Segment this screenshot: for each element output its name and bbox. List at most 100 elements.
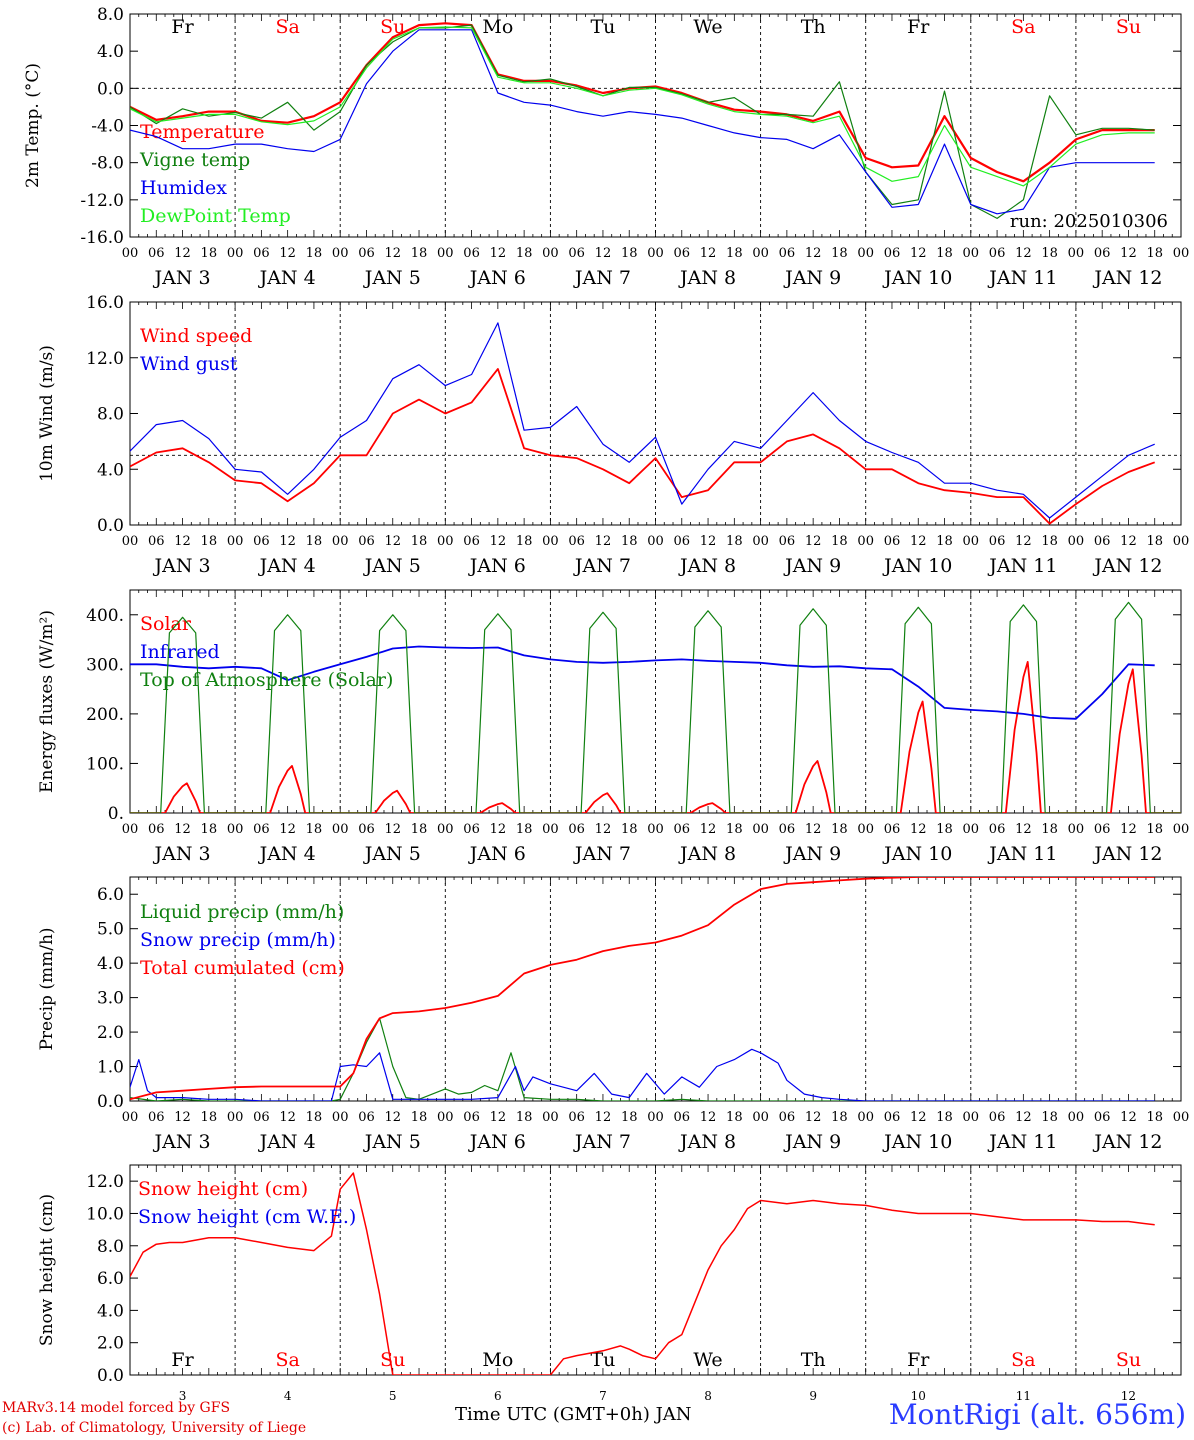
hour-label: 18 — [516, 822, 533, 837]
hour-label: 06 — [1094, 1110, 1111, 1125]
hour-label: 06 — [674, 246, 691, 261]
y-tick-label: 3.0 — [97, 989, 124, 1009]
y-tick-label: 200. — [86, 705, 124, 725]
hour-label: 00 — [1173, 1110, 1190, 1125]
hour-label: 06 — [568, 534, 585, 549]
y-tick-label: 2.0 — [97, 1334, 124, 1354]
hour-label: 12 — [279, 246, 296, 261]
hour-label: 12 — [1120, 534, 1137, 549]
hour-label: 06 — [358, 1110, 375, 1125]
hour-label: 00 — [437, 822, 454, 837]
hour-label: 06 — [148, 1110, 165, 1125]
hour-label: 06 — [779, 534, 796, 549]
date-label: JAN 3 — [153, 1131, 211, 1153]
run-label: run: 2025010306 — [1010, 211, 1168, 232]
hour-label: 00 — [332, 246, 349, 261]
date-label: JAN 11 — [987, 843, 1057, 865]
hour-label: 12 — [805, 1110, 822, 1125]
hour-label: 00 — [1068, 246, 1085, 261]
hour-label: 06 — [674, 534, 691, 549]
hour-label: 18 — [936, 246, 953, 261]
hour-label: 06 — [884, 534, 901, 549]
hour-label: 06 — [674, 822, 691, 837]
hour-label: 00 — [542, 822, 559, 837]
hour-label: 00 — [437, 534, 454, 549]
hour-label: 18 — [1041, 1110, 1058, 1125]
hour-label: 00 — [647, 1110, 664, 1125]
hour-label: 18 — [411, 1110, 428, 1125]
date-label: JAN 6 — [468, 267, 526, 289]
hour-label: 06 — [568, 246, 585, 261]
y-tick-label: 4.0 — [97, 42, 124, 62]
legend-entry: Snow precip (mm/h) — [140, 929, 336, 951]
y-tick-label: 4.0 — [97, 460, 124, 480]
y-tick-label: 6.0 — [97, 885, 124, 905]
hour-label: 00 — [122, 246, 139, 261]
legend-entry: Snow height (cm) — [138, 1178, 308, 1200]
day-number-label: 6 — [494, 1389, 502, 1403]
hour-label: 12 — [1015, 534, 1032, 549]
y-tick-label: 8.0 — [97, 5, 124, 25]
day-name-label: Sa — [1011, 16, 1035, 38]
hour-label: 18 — [1146, 1110, 1163, 1125]
hour-label: 18 — [936, 534, 953, 549]
hour-label: 18 — [1041, 534, 1058, 549]
hour-label: 00 — [963, 1110, 980, 1125]
y-tick-label: 16.0 — [86, 293, 124, 313]
y-axis-label: 10m Wind (m/s) — [37, 345, 57, 482]
hour-label: 06 — [253, 246, 270, 261]
y-tick-label: 6.0 — [97, 1269, 124, 1289]
hour-label: 12 — [279, 534, 296, 549]
hour-label: 06 — [358, 534, 375, 549]
hour-label: 12 — [700, 1110, 717, 1125]
hour-label: 18 — [201, 822, 218, 837]
date-label: JAN 3 — [153, 267, 211, 289]
legend-entry: Solar — [140, 613, 192, 635]
y-tick-label: 5.0 — [97, 920, 124, 940]
hour-label: 06 — [989, 534, 1006, 549]
hour-label: 12 — [1015, 822, 1032, 837]
y-tick-label: 8.0 — [97, 405, 124, 425]
date-label: JAN 10 — [882, 267, 952, 289]
hour-label: 06 — [463, 1110, 480, 1125]
date-label: JAN 4 — [258, 1131, 316, 1153]
hour-label: 18 — [831, 246, 848, 261]
y-tick-label: -8.0 — [91, 154, 124, 174]
panel-frame — [129, 13, 1182, 238]
hour-label: 12 — [384, 534, 401, 549]
hour-label: 12 — [1120, 246, 1137, 261]
hour-label: 00 — [332, 822, 349, 837]
day-name-label: Fr — [907, 16, 930, 38]
y-tick-label: 12.0 — [86, 349, 124, 369]
hour-label: 00 — [647, 822, 664, 837]
hour-label: 12 — [490, 1110, 507, 1125]
hour-label: 06 — [884, 246, 901, 261]
day-name-label: Su — [380, 1349, 405, 1371]
y-tick-label: 300. — [86, 655, 124, 675]
series-line-total-cumulated-cm- — [130, 877, 1155, 1101]
hour-label: 18 — [621, 1110, 638, 1125]
hour-label: 06 — [568, 1110, 585, 1125]
hour-label: 06 — [1094, 534, 1111, 549]
date-label: JAN 5 — [363, 555, 421, 577]
date-label: JAN 8 — [678, 267, 736, 289]
hour-label: 00 — [1068, 822, 1085, 837]
day-number-label: 9 — [809, 1389, 817, 1403]
hour-label: 18 — [726, 246, 743, 261]
hour-label: 18 — [411, 246, 428, 261]
date-label: JAN 3 — [153, 843, 211, 865]
hour-label: 06 — [674, 1110, 691, 1125]
hour-label: 00 — [437, 1110, 454, 1125]
date-label: JAN 12 — [1092, 843, 1162, 865]
series-line-vigne-temp — [130, 24, 1155, 219]
hour-label: 18 — [306, 534, 323, 549]
hour-label: 18 — [1041, 822, 1058, 837]
series-line-liquid-precip-mm-h- — [130, 1017, 1155, 1101]
y-axis-label: Snow height (cm) — [37, 1194, 57, 1346]
date-label: JAN 6 — [468, 555, 526, 577]
hour-label: 18 — [201, 246, 218, 261]
series-line-snow-height-cm- — [130, 1172, 1155, 1375]
y-axis-label: Energy fluxes (W/m²) — [37, 610, 57, 793]
hour-label: 00 — [857, 246, 874, 261]
hour-label: 06 — [779, 1110, 796, 1125]
